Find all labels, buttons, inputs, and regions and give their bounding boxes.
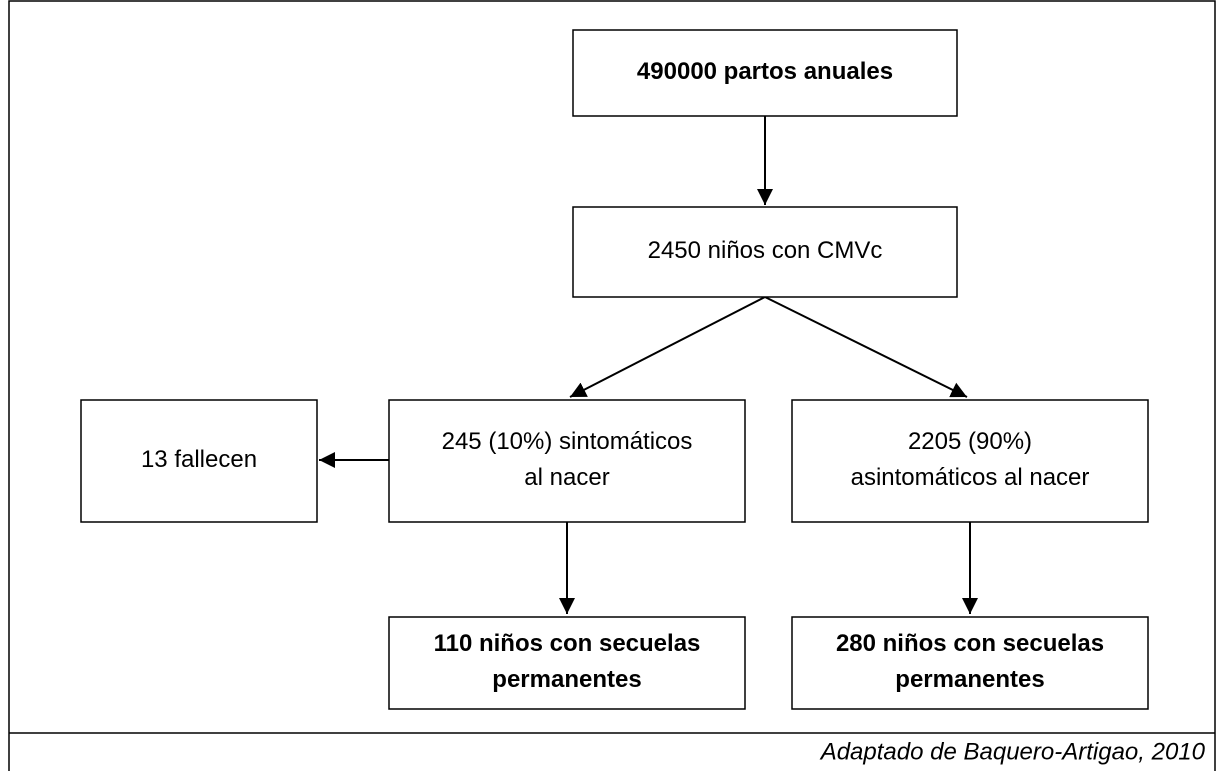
node-label: 2450 niños con CMVc	[648, 237, 883, 264]
node-label: 2205 (90%) asintomáticos al nacer	[851, 428, 1090, 491]
arrow	[764, 296, 968, 398]
node-label-line: 2205 (90%)	[908, 428, 1032, 455]
node-label-line: 245 (10%) sintomáticos	[442, 428, 693, 455]
caption: Adaptado de Baquero-Artigao, 2010	[819, 738, 1206, 765]
node-label-line: 490000 partos anuales	[637, 58, 893, 85]
node-label-line: 2450 niños con CMVc	[648, 237, 883, 264]
node-box	[572, 29, 958, 117]
node-label-line: asintomáticos al nacer	[851, 464, 1090, 491]
node-box	[388, 616, 746, 710]
node: 110 niños con secuelas permanentes	[388, 616, 746, 710]
node-label-line: permanentes	[895, 666, 1044, 693]
node-box	[791, 399, 1149, 523]
node-box	[572, 206, 958, 298]
node-box	[388, 399, 746, 523]
node-label: 490000 partos anuales	[637, 58, 893, 85]
node-label-line: permanentes	[492, 666, 641, 693]
node-label: 13 fallecen	[141, 446, 257, 473]
node-label-line: 280 niños con secuelas	[836, 630, 1104, 657]
node-label-line: 13 fallecen	[141, 446, 257, 473]
node-label: 245 (10%) sintomáticos al nacer	[442, 428, 693, 491]
arrow	[569, 296, 766, 398]
node-box	[80, 399, 318, 523]
arrows	[319, 116, 978, 614]
node: 13 fallecen	[80, 399, 318, 523]
frame	[8, 0, 1216, 771]
node: 280 niños con secuelas permanentes	[791, 616, 1149, 710]
node-box	[791, 616, 1149, 710]
node: 490000 partos anuales	[572, 29, 958, 117]
node: 2205 (90%) asintomáticos al nacer	[791, 399, 1149, 523]
node: 2450 niños con CMVc	[572, 206, 958, 298]
node-label-line: 110 niños con secuelas	[434, 630, 701, 657]
node-label: 280 niños con secuelas permanentes	[836, 630, 1104, 693]
node: 245 (10%) sintomáticos al nacer	[388, 399, 746, 523]
node-label-line: al nacer	[524, 464, 609, 491]
node-label: 110 niños con secuelas permanentes	[434, 630, 701, 693]
